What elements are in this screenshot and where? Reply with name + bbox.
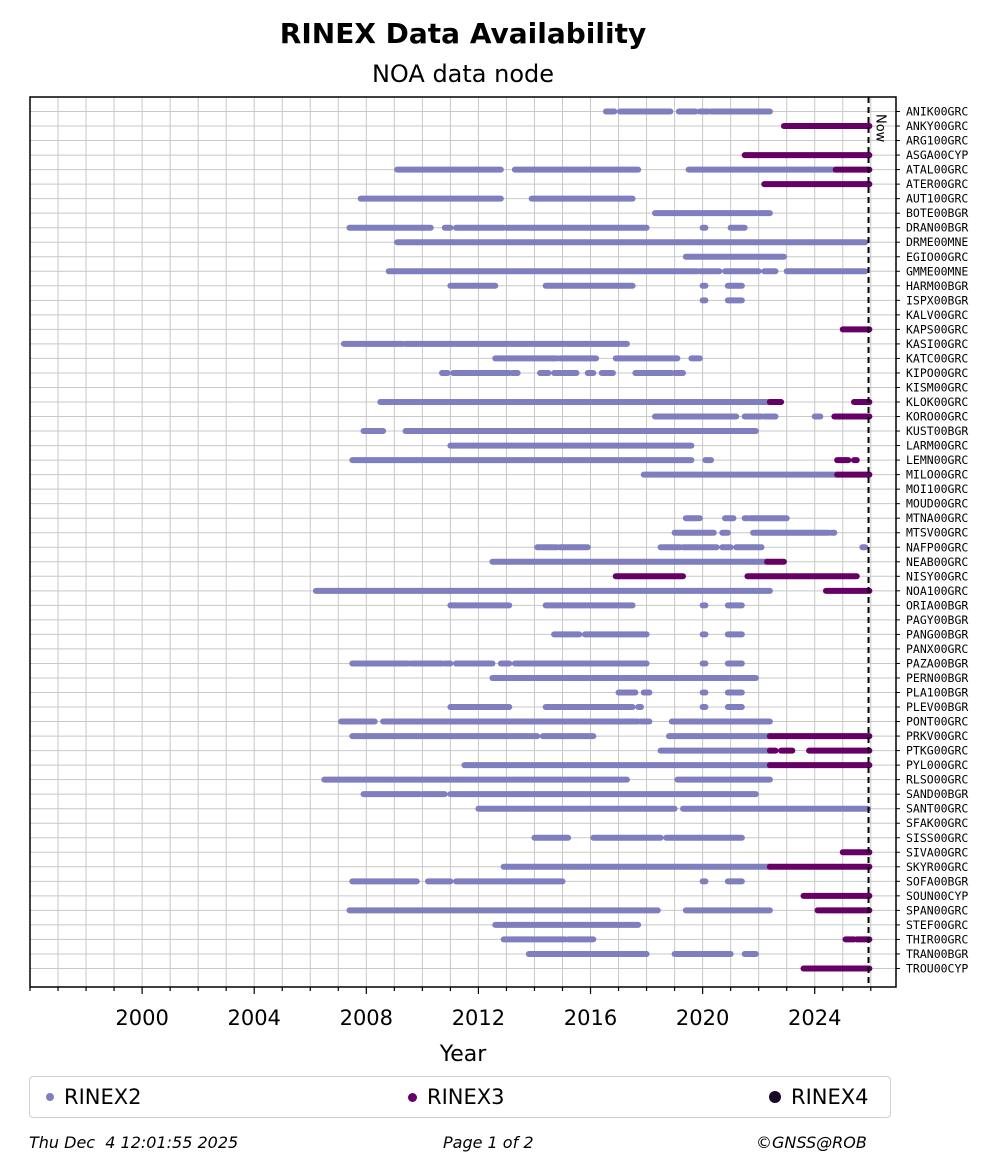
station-label: KUST00BGR [906, 424, 968, 438]
station-label: DRAN00BGR [906, 221, 968, 235]
x-axis-label: Year [439, 1042, 488, 1067]
station-label: SOFA00BGR [906, 874, 968, 888]
now-marker: Now [867, 97, 888, 987]
station-label: SFAK00GRC [906, 816, 968, 830]
legend-label-rinex3: RINEX3 [427, 1085, 505, 1109]
station-label: MOI100GRC [906, 482, 968, 496]
chart-title: RINEX Data Availability [280, 17, 646, 50]
x-axis: 2000 2004 2008 2012 2016 2020 2024 [29, 987, 872, 1030]
y-axis: ANIK00GRCANKY00GRCARG100GRCASGA00CYPATAL… [896, 105, 968, 975]
station-label: ORIA00BGR [906, 598, 968, 612]
station-label: TRAN00BGR [906, 947, 968, 961]
station-label: ATER00GRC [906, 177, 968, 191]
legend-marker-rinex4 [769, 1091, 781, 1103]
station-label: ANKY00GRC [906, 119, 968, 133]
station-label: BOTE00BGR [906, 206, 968, 220]
legend-label-rinex2: RINEX2 [64, 1085, 142, 1109]
station-label: MTSV00GRC [906, 526, 968, 540]
station-label: PONT00GRC [906, 715, 968, 729]
station-label: ISPX00BGR [906, 293, 968, 307]
station-label: GMME00MNE [906, 264, 968, 278]
legend-item-rinex2: RINEX2 [46, 1077, 142, 1117]
station-label: TROU00CYP [906, 961, 968, 975]
station-label: AUT100GRC [906, 192, 968, 206]
station-label: ATAL00GRC [906, 163, 968, 177]
station-label: LEMN00GRC [906, 453, 968, 467]
station-label: THIR00GRC [906, 932, 968, 946]
station-label: PANX00GRC [906, 642, 968, 656]
station-label: LARM00GRC [906, 439, 968, 453]
x-tick-label: 2012 [452, 1006, 505, 1030]
footer-page: Page 1 of 2 [443, 1133, 534, 1152]
station-label: PAZA00BGR [906, 656, 968, 670]
station-label: PLA100BGR [906, 686, 968, 700]
x-tick-label: 2000 [115, 1006, 168, 1030]
station-label: ASGA00CYP [906, 148, 968, 162]
station-label: KASI00GRC [906, 337, 968, 351]
legend-item-rinex3: RINEX3 [408, 1077, 505, 1117]
now-label: Now [873, 114, 888, 143]
legend-marker-rinex2 [46, 1093, 54, 1101]
station-label: KIPO00GRC [906, 366, 968, 380]
legend-label-rinex4: RINEX4 [791, 1085, 869, 1109]
x-tick-label: 2004 [227, 1006, 280, 1030]
station-label: SOUN00CYP [906, 889, 968, 903]
station-label: PLEV00BGR [906, 700, 968, 714]
station-label: RLSO00GRC [906, 773, 968, 787]
station-label: PRKV00GRC [906, 729, 968, 743]
station-label: KAPS00GRC [906, 322, 968, 336]
legend: RINEX2 RINEX3 RINEX4 [29, 1076, 891, 1118]
station-label: ANIK00GRC [906, 105, 968, 119]
station-label: SIVA00GRC [906, 845, 968, 859]
station-label: NOA100GRC [906, 584, 968, 598]
station-label: MOUD00GRC [906, 497, 968, 511]
station-label: KORO00GRC [906, 410, 968, 424]
station-label: EGIO00GRC [906, 250, 968, 264]
station-label: SISS00GRC [906, 831, 968, 845]
station-label: KLOK00GRC [906, 395, 968, 409]
station-label: MTNA00GRC [906, 511, 968, 525]
station-label: NAFP00GRC [906, 540, 968, 554]
footer-credit: ©GNSS@ROB [756, 1133, 867, 1152]
station-label: STEF00GRC [906, 918, 968, 932]
legend-marker-rinex3 [408, 1092, 417, 1102]
station-label: DRME00MNE [906, 235, 968, 249]
station-label: SAND00BGR [906, 787, 968, 801]
station-label: PERN00BGR [906, 671, 968, 685]
station-label: PTKG00GRC [906, 744, 968, 758]
footer-timestamp: Thu Dec 4 12:01:55 2025 [29, 1133, 239, 1152]
station-label: SKYR00GRC [906, 860, 968, 874]
legend-item-rinex4: RINEX4 [769, 1077, 869, 1117]
x-tick-label: 2016 [564, 1006, 617, 1030]
station-label: KISM00GRC [906, 380, 968, 394]
station-label: NEAB00GRC [906, 555, 968, 569]
station-label: SPAN00GRC [906, 903, 968, 917]
x-tick-label: 2020 [676, 1006, 729, 1030]
station-label: ARG100GRC [906, 134, 968, 148]
station-label: KATC00GRC [906, 351, 968, 365]
chart-subtitle: NOA data node [372, 60, 554, 88]
station-label: HARM00BGR [906, 279, 968, 293]
plot-frame [29, 96, 897, 988]
station-label: SANT00GRC [906, 802, 968, 816]
station-label: KALV00GRC [906, 308, 968, 322]
station-label: PANG00BGR [906, 627, 968, 641]
x-tick-label: 2024 [788, 1006, 841, 1030]
station-label: NISY00GRC [906, 569, 968, 583]
station-label: PYL000GRC [906, 758, 968, 772]
station-label: PAGY00BGR [906, 613, 968, 627]
station-label: MILO00GRC [906, 468, 968, 482]
availability-spans [312, 108, 873, 972]
x-tick-label: 2008 [340, 1006, 393, 1030]
